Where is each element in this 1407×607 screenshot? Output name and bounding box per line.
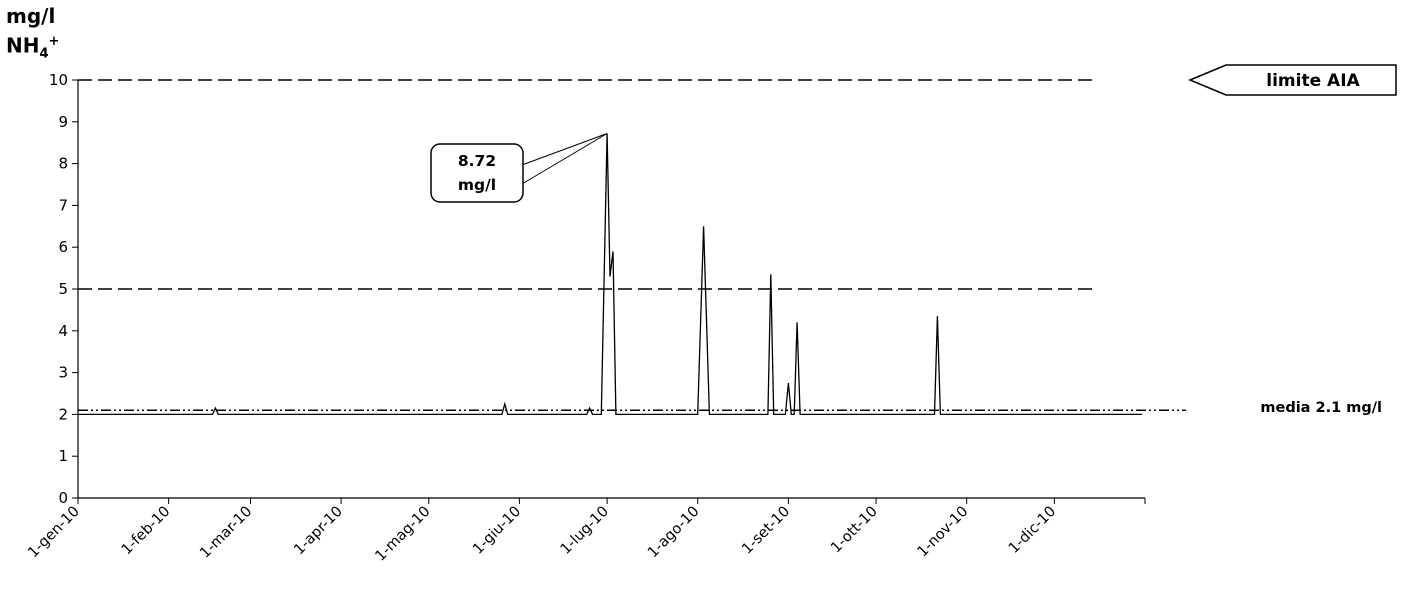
x-tick-label: 1-giu-10 bbox=[470, 504, 524, 558]
y-tick-label: 6 bbox=[58, 238, 68, 256]
x-tick-label: 1-set-10 bbox=[739, 504, 793, 558]
limit-arrow-box bbox=[1188, 64, 1397, 96]
limit-label: limite AIA bbox=[1266, 71, 1360, 91]
callout-value: 8.72 bbox=[458, 152, 496, 170]
x-tick-label: 1-apr-10 bbox=[291, 504, 346, 559]
y-tick-label: 10 bbox=[49, 71, 68, 89]
y-tick-label: 9 bbox=[58, 113, 68, 131]
series-layer bbox=[78, 133, 1143, 416]
y-axis-ion-sup: + bbox=[48, 34, 60, 49]
y-tick-label: 5 bbox=[58, 280, 68, 298]
x-tick-label: 1-feb-10 bbox=[119, 504, 174, 559]
y-tick-label: 4 bbox=[58, 322, 68, 340]
reference-lines bbox=[78, 79, 1186, 411]
annotations: limite AIA media 2.1 mg/l 8.72 mg/l bbox=[430, 64, 1397, 416]
mean-label: media 2.1 mg/l bbox=[1260, 400, 1382, 416]
callout-unit: mg/l bbox=[458, 176, 496, 194]
y-axis-label: mg/l NH4+ bbox=[6, 4, 59, 67]
x-tick-label: 1-dic-10 bbox=[1006, 504, 1059, 557]
x-tick-label: 1-nov-10 bbox=[915, 504, 972, 561]
y-tick-label: 8 bbox=[58, 155, 68, 173]
x-tick-label: 1-mar-10 bbox=[197, 504, 255, 562]
x-tick-label: 1-lug-10 bbox=[558, 504, 612, 558]
callout-pointer bbox=[521, 133, 608, 185]
series-line bbox=[78, 133, 1143, 416]
axes: 0 1 2 3 4 5 6 7 8 9 10 1-gen-10 1-feb-10 1-mar-10 1-ap… bbox=[25, 71, 1146, 565]
y-tick-label: 1 bbox=[58, 447, 68, 465]
y-tick-label: 0 bbox=[58, 489, 68, 507]
y-axis-ion: NH4+ bbox=[6, 29, 59, 67]
x-tick-label: 1-gen-10 bbox=[25, 504, 83, 562]
x-tick-label: 1-ago-10 bbox=[645, 504, 703, 562]
y-tick-label: 3 bbox=[58, 364, 68, 382]
y-axis-ion-base: NH bbox=[6, 33, 40, 58]
callout-box bbox=[430, 143, 524, 203]
x-tick-label: 1-mag-10 bbox=[373, 504, 434, 565]
y-tick-label: 2 bbox=[58, 405, 68, 423]
y-axis-unit: mg/l bbox=[6, 4, 56, 28]
x-tick-label: 1-ott-10 bbox=[828, 504, 881, 557]
y-tick-label: 7 bbox=[58, 196, 68, 214]
y-axis-ion-sub: 4 bbox=[39, 46, 49, 62]
